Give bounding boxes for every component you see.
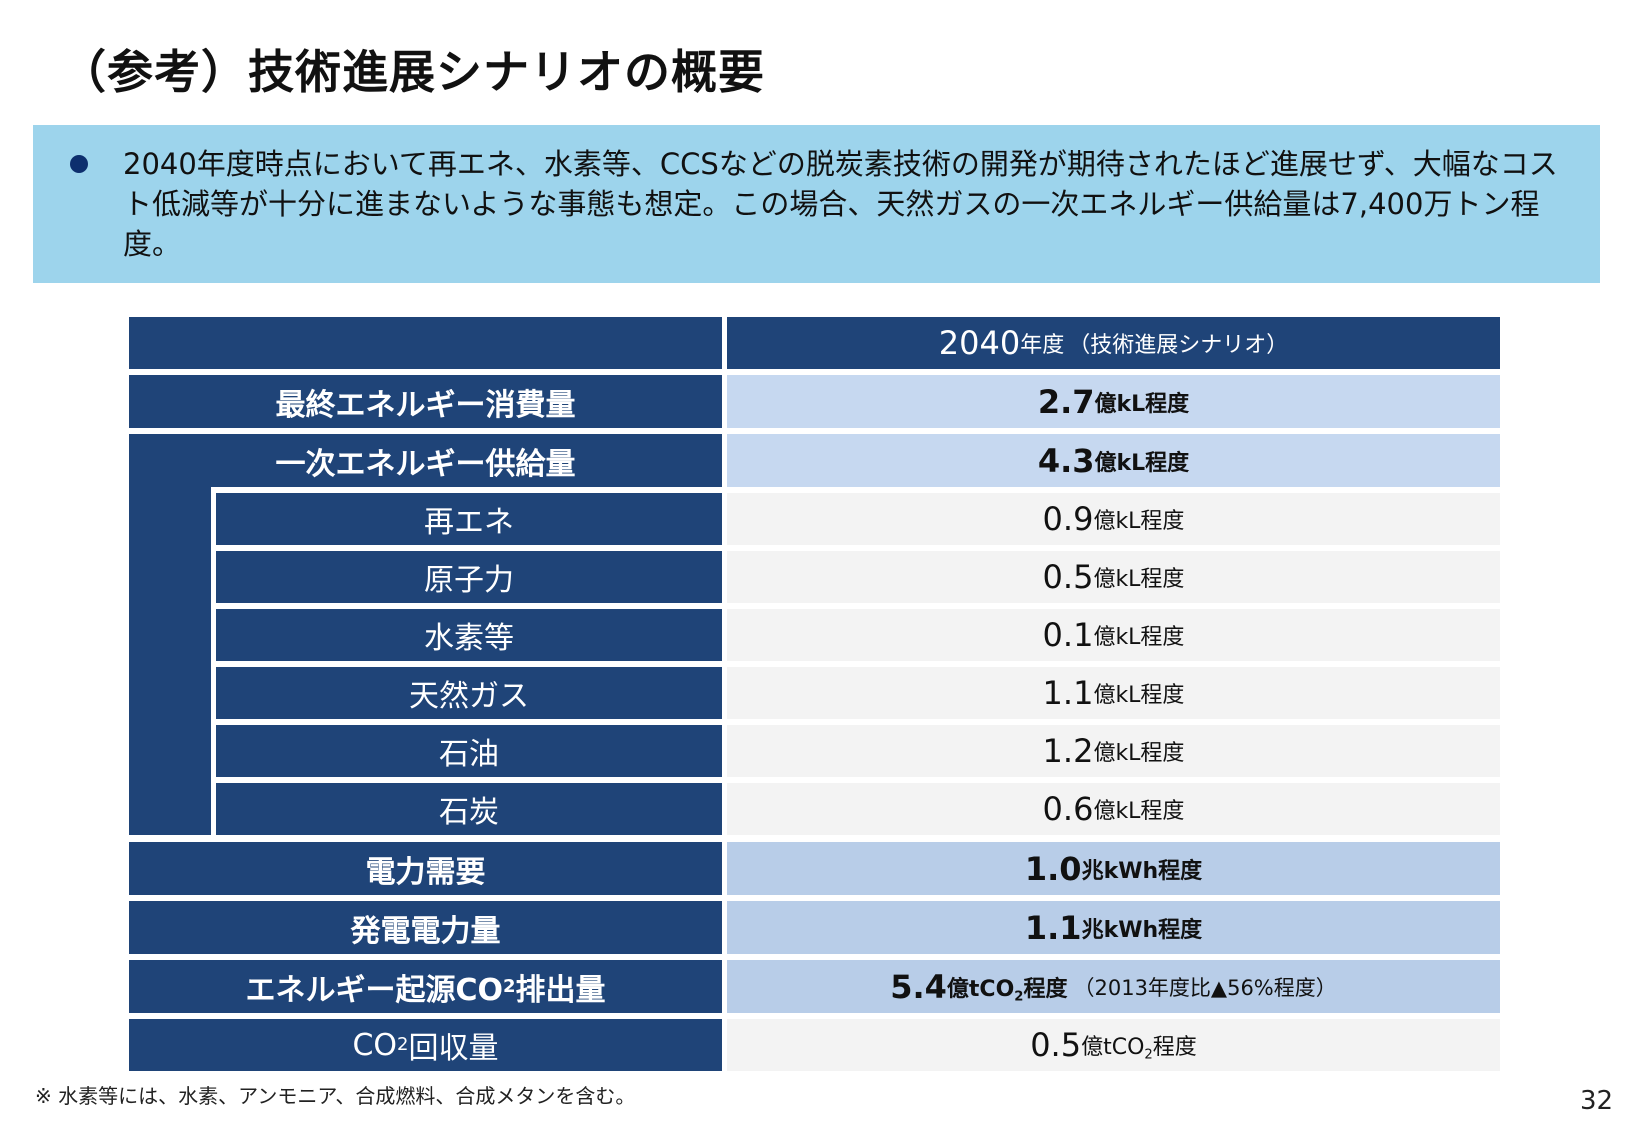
- row-label-natural-gas: 天然ガス: [216, 667, 722, 719]
- row-value-coal: 0.6 億kL程度: [727, 783, 1500, 835]
- summary-box: [33, 125, 1600, 283]
- row-label-power-demand: 電力需要: [129, 842, 722, 895]
- header-scenario-name: （技術進展シナリオ）: [1068, 333, 1289, 358]
- row-value-oil: 1.2 億kL程度: [727, 725, 1500, 777]
- primary-energy-bracket: [129, 434, 211, 835]
- table-header-scenario: 2040 年度 （技術進展シナリオ）: [727, 317, 1500, 369]
- row-value-final-energy: 2.7 億kL程度: [727, 375, 1500, 428]
- table-header-empty: [129, 317, 722, 369]
- row-value-hydrogen: 0.1 億kL程度: [727, 609, 1500, 661]
- page-title: （参考）技術進展シナリオの概要: [60, 45, 765, 99]
- row-label-generation: 発電電力量: [129, 901, 722, 954]
- row-label-oil: 石油: [216, 725, 722, 777]
- header-year-unit: 年度: [1020, 333, 1065, 358]
- row-value-natural-gas: 1.1 億kL程度: [727, 667, 1500, 719]
- row-label-hydrogen: 水素等: [216, 609, 722, 661]
- bullet-icon: [70, 155, 88, 173]
- footnote: ※ 水素等には、水素、アンモニア、合成燃料、合成メタンを含む。: [35, 1084, 636, 1108]
- row-label-nuclear: 原子力: [216, 551, 722, 603]
- row-value-nuclear: 0.5 億kL程度: [727, 551, 1500, 603]
- row-value-renewables: 0.9 億kL程度: [727, 493, 1500, 545]
- co2-reduction-note: （2013年度比▲56%程度）: [1073, 975, 1337, 1000]
- row-value-co2-emissions: 5.4 億tCO2程度 （2013年度比▲56%程度）: [727, 960, 1500, 1013]
- row-value-generation: 1.1 兆kWh程度: [727, 901, 1500, 954]
- page-number: 32: [1580, 1086, 1614, 1116]
- row-value-primary-energy: 4.3 億kL程度: [727, 434, 1500, 487]
- row-value-power-demand: 1.0 兆kWh程度: [727, 842, 1500, 895]
- row-label-renewables: 再エネ: [216, 493, 722, 545]
- summary-text: 2040年度時点において再エネ、水素等、CCSなどの脱炭素技術の開発が期待された…: [123, 147, 1558, 261]
- row-value-co2-capture: 0.5 億tCO2程度: [727, 1019, 1500, 1071]
- row-label-final-energy: 最終エネルギー消費量: [129, 375, 722, 428]
- row-label-primary-energy: 一次エネルギー供給量: [129, 434, 722, 487]
- row-label-coal: 石炭: [216, 783, 722, 835]
- header-year: 2040: [938, 324, 1021, 362]
- row-label-co2-emissions: エネルギー起源CO 2 排出量: [129, 960, 722, 1013]
- row-label-co2-capture: CO 2 回収量: [129, 1019, 722, 1071]
